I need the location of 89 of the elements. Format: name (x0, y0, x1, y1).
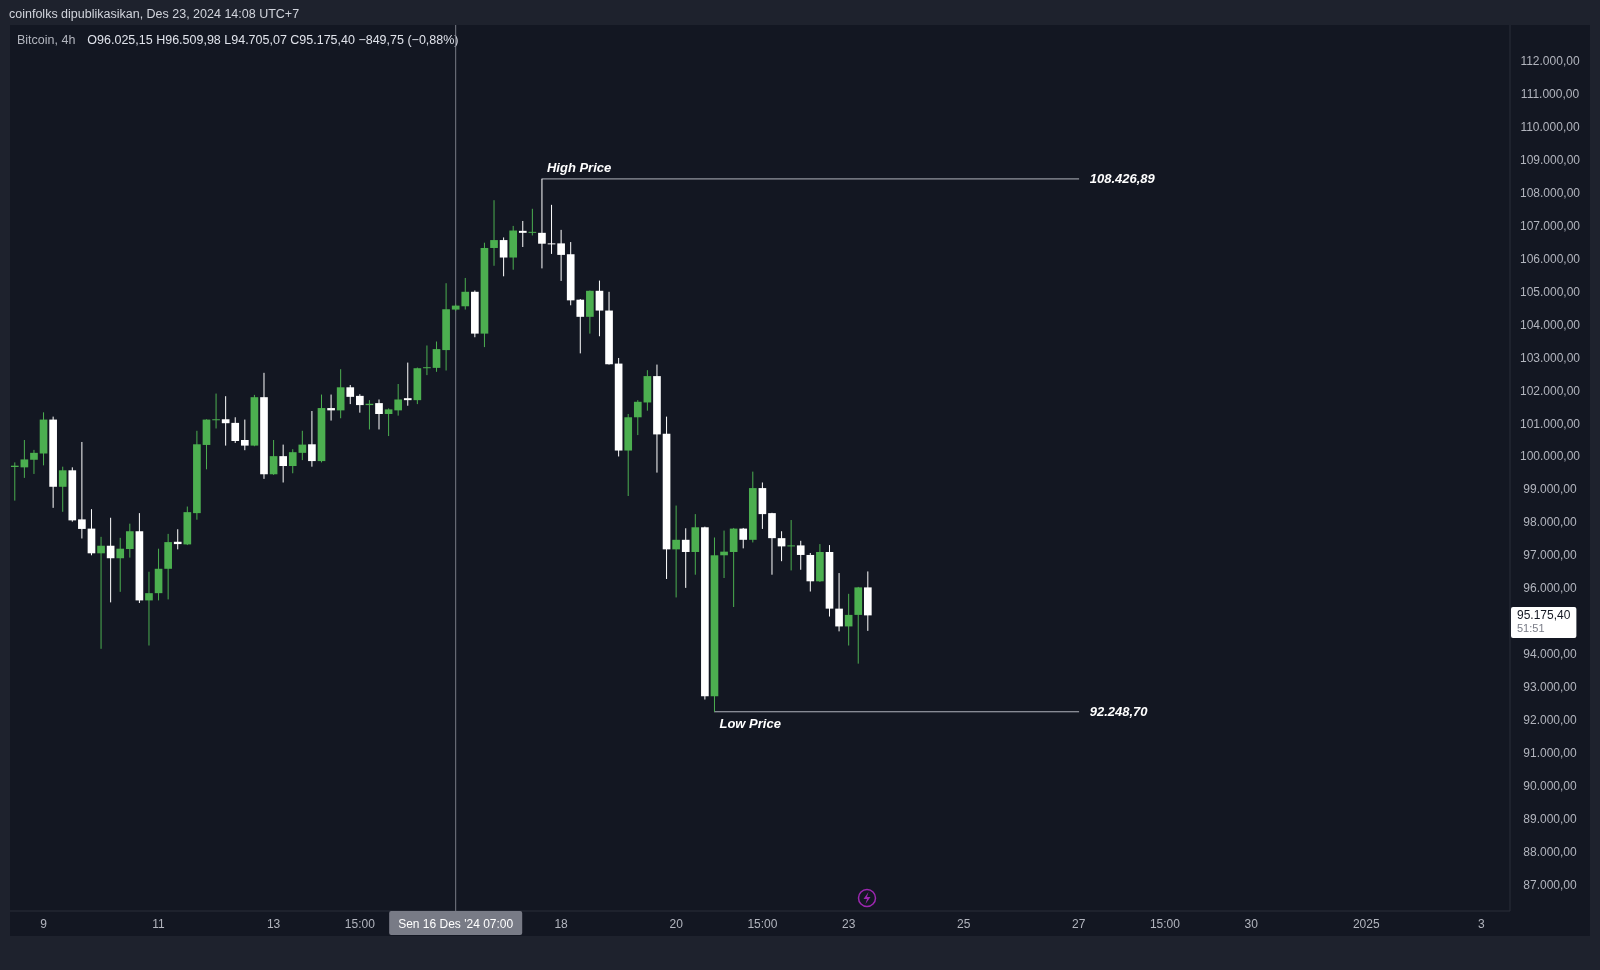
text: 95.175,40 (1517, 608, 1571, 623)
y-tick-label: 108.000,00 (1519, 185, 1581, 200)
x-tick-label: 15:00 (344, 917, 376, 931)
y-tick-label: 104.000,00 (1519, 317, 1581, 332)
candlestick (595, 280, 604, 337)
y-tick-label: 106.000,00 (1519, 251, 1581, 266)
candlestick (394, 383, 403, 417)
y-tick-label: 112.000,00 (1520, 54, 1580, 69)
candlestick (461, 277, 470, 311)
candlestick (308, 410, 316, 468)
y-tick-label: 105.000,00 (1519, 284, 1581, 299)
y-tick-label: 99.000,00 (1523, 482, 1578, 497)
candlestick (739, 527, 748, 549)
y-tick-label: 101.000,00 (1519, 416, 1581, 431)
x-tick-label: 15:00 (747, 917, 778, 931)
candlestick (116, 537, 125, 593)
annotation: 108.426,89 (1089, 171, 1156, 187)
candlestick (576, 298, 585, 354)
candlestick (518, 220, 527, 248)
x-tick-label: 23 (841, 917, 856, 931)
x-tick-label: 25 (956, 917, 971, 931)
x-tick-label: 20 (669, 917, 684, 931)
x-tick-label: 27 (1072, 917, 1086, 931)
candlestick (375, 398, 383, 430)
annotation: High Price (546, 160, 612, 176)
candlestick (20, 439, 29, 479)
y-tick-label: 92.000,00 (1523, 712, 1578, 727)
candlestick (681, 527, 690, 589)
candlestick (538, 178, 546, 269)
x-tick-label: 9 (40, 917, 48, 931)
y-tick-label: 97.000,00 (1523, 548, 1578, 563)
y-tick-label: 102.000,00 (1519, 383, 1581, 398)
candlestick (403, 362, 412, 407)
candlestick (279, 444, 287, 483)
candlestick (787, 519, 795, 571)
candlestick (78, 441, 86, 539)
candlestick (672, 505, 680, 598)
candlestick (796, 540, 805, 571)
candlestick (835, 572, 843, 632)
candlestick (499, 236, 508, 277)
y-tick-label: 110.000,00 (1520, 120, 1580, 135)
text: O96.025,15 H96.509,98 L94.705,07 C95.175,40 −849,75 (−0,88%) (87, 33, 459, 47)
y-tick-label: 91.000,00 (1523, 745, 1578, 760)
text: 51:51 (1517, 622, 1545, 635)
candlestick (384, 407, 393, 437)
x-tick-label: 13 (266, 917, 281, 931)
candlestick (356, 393, 364, 414)
y-tick-label: 87.000,00 (1523, 877, 1578, 892)
y-tick-label: 90.000,00 (1523, 778, 1578, 793)
y-tick-label: 100.000,00 (1519, 449, 1581, 464)
annotation: 92.248,70 (1089, 704, 1149, 720)
candlestick (221, 395, 230, 447)
candlestick (346, 384, 355, 405)
x-tick-label: 11 (152, 917, 166, 931)
y-tick-label: 94.000,00 (1523, 647, 1578, 662)
candlestick (231, 416, 240, 444)
y-tick-label: 109.000,00 (1519, 153, 1581, 168)
candlestick (490, 199, 498, 267)
candlestick (633, 399, 642, 436)
y-tick-label: 103.000,00 (1519, 350, 1581, 365)
candlestick (423, 344, 431, 376)
x-tick-label: 15:00 (1149, 917, 1181, 931)
candlestick (125, 523, 134, 559)
candlestick (58, 466, 67, 513)
y-tick-label: 107.000,00 (1519, 218, 1581, 233)
text: Bitcoin, 4h (17, 33, 76, 47)
y-tick-label: 96.000,00 (1523, 581, 1578, 596)
candlestick (729, 527, 738, 608)
candlestick (97, 536, 105, 650)
candlestick (240, 419, 249, 451)
candlestick (336, 368, 345, 419)
x-tick-label: 18 (554, 917, 569, 931)
x-tick-label: 2025 (1352, 917, 1380, 931)
y-tick-label: 89.000,00 (1523, 811, 1578, 826)
candlestick (212, 393, 220, 429)
text: coinfolks dipublikasikan, Des 23, 2024 14:08 UTC+7 (9, 7, 300, 21)
ref-line-label: Sen 16 Des '24 07:00 (398, 916, 514, 931)
annotation: Low Price (719, 716, 781, 732)
x-tick-label: 3 (1477, 917, 1485, 931)
candlestick (432, 341, 441, 373)
y-tick-label: 88.000,00 (1523, 844, 1578, 859)
candlestick (269, 439, 278, 476)
x-tick-label: 30 (1244, 917, 1259, 931)
y-tick-label: 98.000,00 (1523, 515, 1578, 530)
y-tick-label: 111.000,00 (1520, 87, 1580, 102)
candlestick (557, 229, 565, 282)
candlestick (30, 449, 38, 475)
y-tick-label: 93.000,00 (1523, 680, 1578, 695)
candlestick (145, 571, 153, 647)
